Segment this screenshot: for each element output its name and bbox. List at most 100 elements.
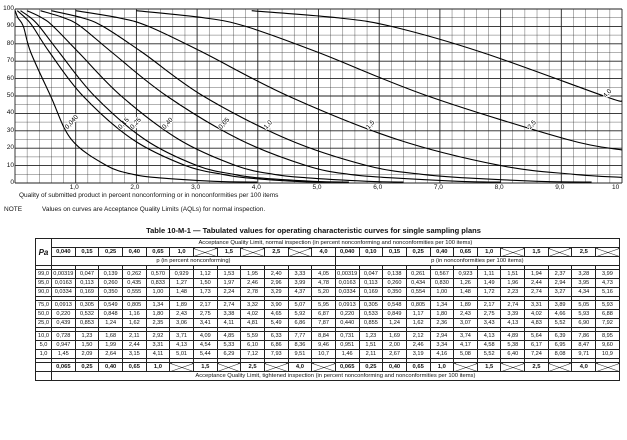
aql-cell: 1,0 <box>476 247 502 257</box>
aql-cell: 0,40 <box>429 247 455 257</box>
table-cell: 6,29 <box>216 349 242 359</box>
table-title: Table 10-M-1 — Tabulated values for oper… <box>146 226 481 235</box>
aql-cell <box>595 247 620 257</box>
table-cell: 6,33 <box>263 331 289 341</box>
aql-cell <box>500 247 526 257</box>
table-cell: 0,567 <box>429 269 455 279</box>
gap-cell <box>547 327 573 332</box>
tightened-aql-cell <box>169 362 194 372</box>
table-cell: 1,62 <box>121 318 147 328</box>
table-cell: 7,92 <box>595 318 620 328</box>
x-tick-label: 6,0 <box>373 184 383 191</box>
table-cell: 2,37 <box>547 269 573 279</box>
gap-cell <box>524 296 549 301</box>
table-cell: 0,138 <box>382 269 407 279</box>
pa-value: 10,0 <box>35 331 52 341</box>
table-cell: 2,17 <box>192 300 218 310</box>
aql-cell: 0,10 <box>358 247 384 257</box>
y-tick-label: 70 <box>6 57 14 65</box>
tightened-aql-cell: 2,5 <box>240 362 265 372</box>
table-cell: 1,16 <box>121 309 147 319</box>
table-cell: 3,28 <box>571 269 597 279</box>
table-cell: 3,31 <box>145 340 171 350</box>
table-cell: 6,87 <box>311 309 336 319</box>
table-cell: 1,99 <box>98 340 123 350</box>
gap-cell <box>216 265 242 270</box>
table-cell: 6,88 <box>595 309 620 319</box>
table-cell: 0,833 <box>145 278 171 288</box>
x-tick-label: 3,0 <box>191 184 201 191</box>
oc-curve-2-5 <box>136 10 623 151</box>
table-cell: 8,84 <box>311 331 336 341</box>
table-cell: 2,12 <box>405 331 431 341</box>
blank-cell <box>35 362 52 372</box>
table-cell: 2,74 <box>500 300 526 310</box>
table-cell: 3,39 <box>500 309 526 319</box>
table-cell: 1,68 <box>98 331 123 341</box>
gap-cell <box>595 265 620 270</box>
table-cell: 1,96 <box>500 278 526 288</box>
table-cell: 1,80 <box>145 309 171 319</box>
table-cell: 0,855 <box>358 318 384 328</box>
table-cell: 2,40 <box>263 269 289 279</box>
table-cell: 0,434 <box>405 278 431 288</box>
x-tick-label: 4,0 <box>251 184 261 191</box>
table-cell: 3,95 <box>571 278 597 288</box>
gap-cell <box>121 358 147 363</box>
table-cell: 3,90 <box>263 300 289 310</box>
table-cell: 3,33 <box>287 269 313 279</box>
x-axis-label: Quality of submitted product in percent … <box>19 192 279 199</box>
aql-cell: 1,0 <box>169 247 194 257</box>
table-cell: 4,02 <box>240 309 265 319</box>
table-cell: 8,95 <box>595 331 620 341</box>
table-cell: 0,113 <box>358 278 384 288</box>
curve-label: 2,5 <box>527 119 539 131</box>
table-cell: 4,02 <box>524 309 549 319</box>
table-cell: 5,07 <box>287 300 313 310</box>
tightened-aql-cell: 4,0 <box>571 362 597 372</box>
table-cell: 0,554 <box>405 287 431 297</box>
gap-cell <box>169 327 194 332</box>
aql-cell: 1,5 <box>216 247 242 257</box>
table-cell: 0,220 <box>51 309 76 319</box>
table-cell: 4,73 <box>595 278 620 288</box>
group-gap <box>35 327 620 332</box>
table-cell: 0,830 <box>429 278 455 288</box>
table-cell: 1,50 <box>192 278 218 288</box>
gap-cell <box>547 265 573 270</box>
table-cell: 4,83 <box>524 318 549 328</box>
table-cell: 0,548 <box>382 300 407 310</box>
x-tick-label: 7,0 <box>433 184 443 191</box>
table-cell: 8,36 <box>287 340 313 350</box>
gap-cell <box>547 296 573 301</box>
y-tick-label: 0 <box>10 179 14 186</box>
table-cell: 5,93 <box>571 309 597 319</box>
table-cell: 3,06 <box>169 318 194 328</box>
table-cell: 3,15 <box>121 349 147 359</box>
chart-note: NOTE Values on curves are Acceptance Qual… <box>4 206 265 213</box>
aql-cell: 0,040 <box>51 247 76 257</box>
table-cell: 0,305 <box>74 300 100 310</box>
oc-curves-chart: 0,040 0,150,25 0,40 0,65 1,0 1,5 2,54,0 <box>14 8 623 184</box>
aql-cell <box>192 247 218 257</box>
curve-label: 0,65 <box>217 116 231 130</box>
table-cell: 1,48 <box>169 287 194 297</box>
aql-cell: 0,15 <box>382 247 407 257</box>
gap-cell <box>121 327 147 332</box>
tightened-inspection-header: Acceptance Quality Limit, tightened insp… <box>51 371 620 381</box>
gap-cell <box>216 358 242 363</box>
table-cell: 3,71 <box>169 331 194 341</box>
table-cell: 0,113 <box>74 278 100 288</box>
table-row: 99,0 0,00319 0,047 0,139 0,262 0,570 0,929 1,12… <box>35 269 620 279</box>
table-cell: 6,40 <box>500 349 526 359</box>
table-cell: 4,85 <box>216 331 242 341</box>
table-cell: 2,43 <box>453 309 478 319</box>
table-cell: 1,17 <box>405 309 431 319</box>
table-row: 25,0 0,439 0,853 1,24 1,62 2,35 3,06 3,41 4,11 4,… <box>35 318 620 328</box>
table-cell: 0,549 <box>98 300 123 310</box>
table-cell: 1,95 <box>240 269 265 279</box>
table-cell: 0,00319 <box>51 269 76 279</box>
aql-cell <box>240 247 265 257</box>
table-cell: 1,89 <box>453 300 478 310</box>
table-cell: 8,47 <box>571 340 597 350</box>
